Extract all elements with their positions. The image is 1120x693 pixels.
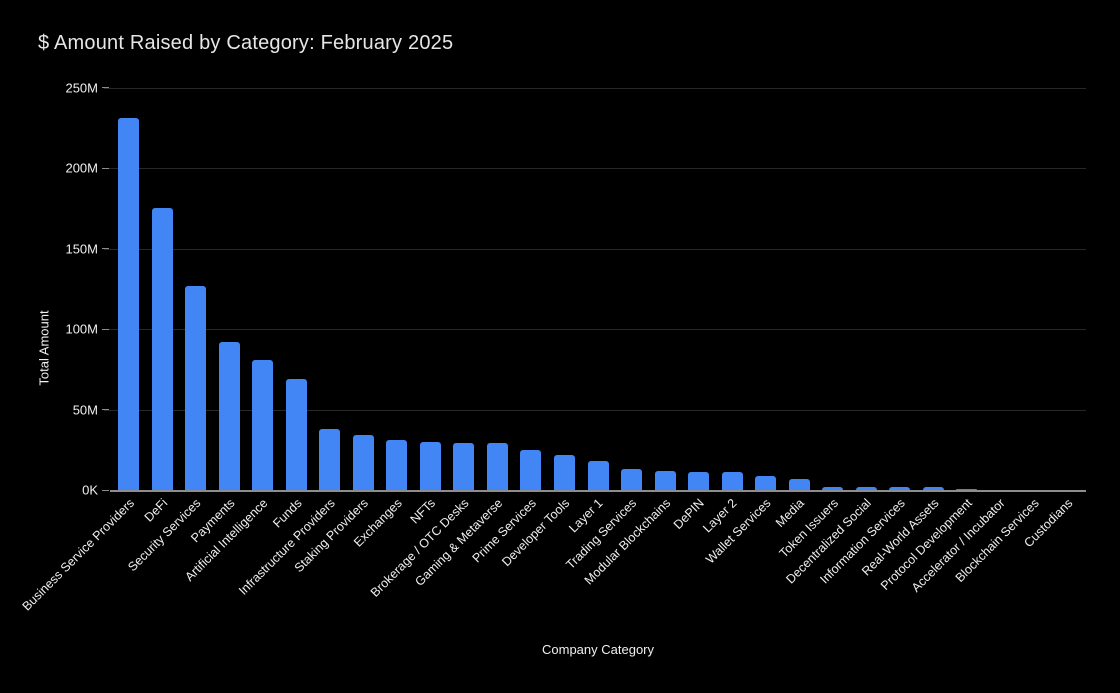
bar[interactable] [956,488,978,490]
y-tick-mark [102,167,109,169]
bar[interactable] [486,443,508,490]
bar[interactable] [654,470,676,490]
bar[interactable] [453,442,475,490]
bar[interactable] [755,475,777,490]
x-axis-title: Company Category [542,642,654,657]
bar[interactable] [553,454,575,490]
bar[interactable] [721,472,743,490]
bar[interactable] [587,461,609,490]
bar[interactable] [352,435,374,490]
bar[interactable] [788,478,810,490]
bar[interactable] [889,487,911,490]
bar[interactable] [218,341,240,490]
gridline [104,248,1086,250]
bar[interactable] [922,487,944,490]
gridline [104,409,1086,411]
bar[interactable] [319,428,341,490]
bar[interactable] [688,472,710,490]
bar[interactable] [185,285,207,490]
bar[interactable] [151,208,173,490]
x-tick-label: Business Service Providers [19,496,137,614]
gridline [104,168,1086,169]
chart-title: $ Amount Raised by Category: February 20… [38,32,454,54]
bar[interactable] [520,449,542,490]
y-tick-mark [102,328,109,330]
y-tick-label: 100M [65,321,98,337]
bar[interactable] [855,487,877,490]
y-tick-mark [102,248,109,249]
bar[interactable] [285,378,307,490]
y-tick-mark [102,87,109,88]
x-tick-label: NFTs [407,496,439,527]
gridline [104,87,1086,89]
y-tick-label: 250M [65,80,98,95]
x-tick-label: DeFi [141,496,171,525]
y-tick-label: 0K [82,482,98,498]
y-tick-label: 50M [72,402,98,417]
y-tick-mark [102,409,109,410]
bar[interactable] [419,441,441,490]
y-tick-label: 200M [65,160,98,176]
bar[interactable] [118,118,140,490]
bar[interactable] [621,469,643,490]
bar[interactable] [252,359,274,490]
y-tick-mark [102,489,109,491]
bar[interactable] [386,440,408,490]
x-axis-line [110,489,1086,492]
bar[interactable] [822,486,844,490]
gridline [104,329,1086,330]
y-tick-label: 150M [65,241,98,256]
